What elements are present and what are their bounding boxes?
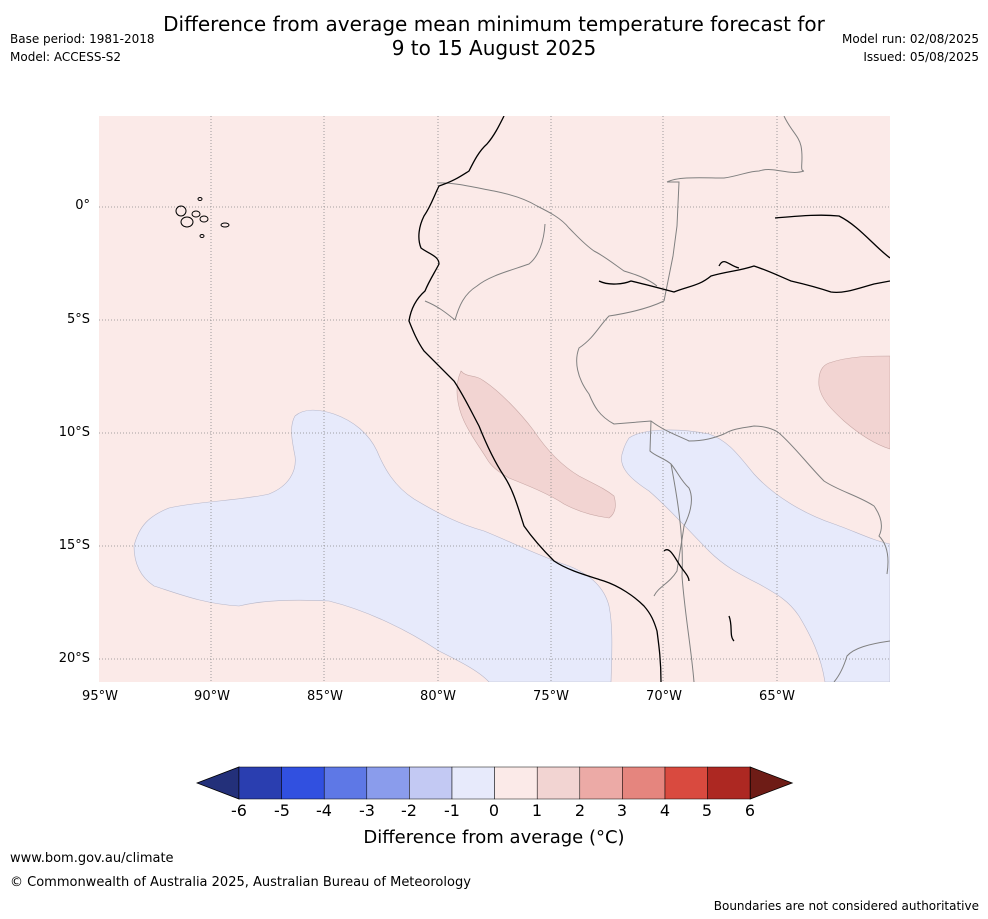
lon-label-75w: 75°W <box>533 689 569 704</box>
title-line-2: 9 to 15 August 2025 <box>391 36 597 60</box>
lat-label-0: 0° <box>75 198 90 213</box>
lat-label-5s: 5°S <box>66 312 90 327</box>
anomaly-region-warm-strip <box>456 370 616 519</box>
meta-right: Model run: 02/08/2025 Issued: 05/08/2025 <box>842 30 979 66</box>
colorbar-cell <box>664 766 708 800</box>
colorbar-cell <box>579 766 623 800</box>
colorbar-tick: 4 <box>659 801 671 820</box>
colorbar-tick: -1 <box>444 801 460 820</box>
colorbar-cell <box>451 766 495 800</box>
lon-label-95w: 95°W <box>82 689 118 704</box>
colorbar-cell <box>409 766 453 800</box>
colorbar-cell <box>238 766 282 800</box>
model-name: Model: ACCESS-S2 <box>10 50 122 64</box>
colorbar-cell <box>536 766 581 800</box>
lon-label-80w: 80°W <box>420 689 456 704</box>
meta-left: Base period: 1981-2018 Model: ACCESS-S2 <box>10 30 155 66</box>
colorbar-cell <box>366 766 410 800</box>
model-run: Model run: 02/08/2025 <box>841 32 979 46</box>
colorbar <box>196 766 794 800</box>
lat-label-10s: 10°S <box>58 425 90 440</box>
colorbar-tick: 1 <box>531 801 543 820</box>
colorbar-cell <box>622 766 666 800</box>
colorbar-tick: -5 <box>274 801 290 820</box>
colorbar-cell <box>707 766 751 800</box>
boundary-disclaimer: Boundaries are not considered authoritat… <box>713 899 979 913</box>
colorbar-cell <box>494 766 538 800</box>
colorbar-tick: 3 <box>616 801 628 820</box>
lon-label-85w: 85°W <box>307 689 343 704</box>
title-line-1: Difference from average mean minimum tem… <box>163 12 825 36</box>
colorbar-cells <box>196 766 794 800</box>
lat-label-20s: 20°S <box>58 651 90 666</box>
colorbar-arrow-low <box>196 766 240 800</box>
copyright-text: © Commonwealth of Australia 2025, Austra… <box>10 875 471 890</box>
colorbar-cell <box>323 766 368 800</box>
colorbar-arrow-high <box>749 766 794 800</box>
lon-label-65w: 65°W <box>759 689 795 704</box>
galapagos-islands <box>175 197 230 238</box>
anomaly-region-cool-inland <box>621 429 890 682</box>
forecast-map <box>99 116 890 682</box>
lon-label-90w: 90°W <box>194 689 230 704</box>
colorbar-tick: 2 <box>574 801 586 820</box>
website-url: www.bom.gov.au/climate <box>10 851 174 866</box>
lon-label-70w: 70°W <box>646 689 682 704</box>
colorbar-tick: -2 <box>401 801 417 820</box>
colorbar-tick: 6 <box>744 801 756 820</box>
country-boundaries <box>424 116 890 682</box>
colorbar-tick: 5 <box>701 801 713 820</box>
colorbar-tick: -4 <box>316 801 332 820</box>
anomaly-region-warm-east <box>818 355 890 450</box>
map-title: Difference from average mean minimum tem… <box>0 12 988 60</box>
colorbar-label: Difference from average (°C) <box>363 827 625 848</box>
base-period: Base period: 1981-2018 <box>10 32 155 46</box>
colorbar-tick: 0 <box>488 801 500 820</box>
coastlines <box>408 116 890 682</box>
colorbar-tick: -3 <box>359 801 375 820</box>
issued-date: Issued: 05/08/2025 <box>863 50 979 64</box>
colorbar-cell <box>281 766 325 800</box>
colorbar-tick: -6 <box>231 801 247 820</box>
graticule <box>99 116 890 682</box>
lat-label-15s: 15°S <box>58 538 90 553</box>
